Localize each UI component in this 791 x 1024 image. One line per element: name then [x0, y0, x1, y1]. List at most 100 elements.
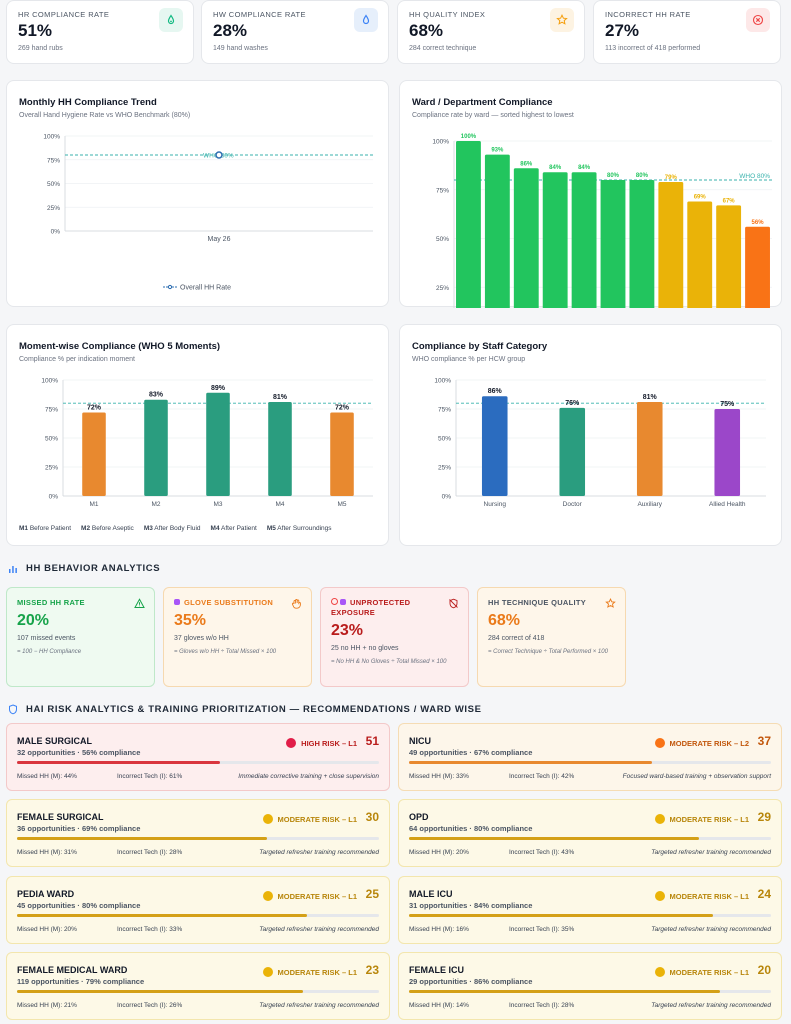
behavior-value: 35%	[174, 612, 207, 629]
bar-auxiliary[interactable]	[636, 402, 663, 496]
bar-value-label: 83%	[149, 392, 164, 399]
y-tick-label: 0%	[51, 229, 61, 236]
y-tick-label: 25%	[438, 465, 451, 472]
y-tick-label: 75%	[438, 407, 451, 414]
x-circle-icon	[746, 8, 770, 32]
x-tick-label: May 26	[208, 236, 231, 243]
risk-score: 23	[365, 963, 379, 977]
bar-male-surgical[interactable]	[716, 205, 742, 308]
bar-m3[interactable]	[206, 392, 230, 496]
risk-card[interactable]: FEMALE MEDICAL WARD 119 opportunities · 7…	[6, 952, 390, 1020]
risk-incorrect: Incorrect Tech (I): 42%	[509, 773, 575, 780]
behavior-value: 68%	[488, 612, 521, 629]
y-tick-label: 50%	[436, 236, 449, 243]
staff-chart: 0% 25% 50% 75% 100% 86% Nursing 76% Doctor 81% Aux…	[434, 378, 766, 508]
bar-allied-health[interactable]	[714, 409, 741, 496]
bar-female-medical-ward[interactable]	[600, 180, 626, 308]
behavior-formula: = Correct Technique ÷ Total Performed × …	[488, 649, 608, 655]
compliance-bar-fill	[17, 990, 303, 993]
risk-card[interactable]: MALE ICU 31 opportunities · 84% complianc…	[398, 876, 782, 944]
y-tick-label: 75%	[45, 407, 58, 414]
risk-opportunities: 45 opportunities · 80% compliance	[17, 901, 141, 910]
bar-doctor[interactable]	[559, 407, 586, 496]
risk-ward-name: FEMALE ICU	[409, 965, 464, 975]
x-tick-label: Allied Health	[709, 501, 746, 508]
chart-title: Monthly HH Compliance Trend	[19, 97, 157, 108]
bar-female-icu[interactable]	[629, 180, 655, 308]
hand-rub-drop-icon	[159, 8, 183, 32]
y-tick-label: 50%	[438, 436, 451, 443]
behavior-label: HH TECHNIQUE QUALITY	[488, 598, 587, 607]
staff-chart-card: Compliance by Staff Category WHO complia…	[399, 324, 782, 546]
bar-m1[interactable]	[82, 412, 106, 496]
risk-card[interactable]: OPD 64 opportunities · 80% compliance MODE…	[398, 799, 782, 867]
behavior-label: MISSED HH RATE	[17, 598, 85, 607]
chart-grid: 0% 25% 50% 75% 100%	[434, 378, 766, 501]
chart-subtitle: WHO compliance % per HCW group	[412, 356, 526, 363]
water-drop-icon	[354, 8, 378, 32]
risk-card[interactable]: NICU 49 opportunities · 67% compliance MOD…	[398, 723, 782, 791]
kpi-card-quality: HH QUALITY INDEX 68% 284 correct techniq…	[397, 0, 585, 64]
risk-card[interactable]: FEMALE SURGICAL 36 opportunities · 69% co…	[6, 799, 390, 867]
y-tick-label: 100%	[43, 134, 60, 141]
behavior-card-technique: HH TECHNIQUE QUALITY 68% 284 correct of …	[477, 587, 626, 687]
risk-opportunities: 49 opportunities · 67% compliance	[409, 748, 533, 757]
risk-level-icon	[654, 738, 665, 748]
hand-icon	[291, 596, 302, 614]
kpi-card-hw: HW COMPLIANCE RATE 28% 149 hand washes	[201, 0, 389, 64]
trend-data-point[interactable]	[215, 151, 223, 159]
risk-score: 37	[757, 734, 771, 748]
y-tick-label: 0%	[442, 494, 452, 501]
risk-ward-name: PEDIA WARD	[17, 889, 75, 899]
risk-missed: Missed HH (M): 44%	[17, 773, 77, 780]
behavior-section-title: HH BEHAVIOR ANALYTICS	[8, 563, 160, 574]
bar-male-icu[interactable]	[571, 172, 597, 308]
risk-level-icon	[262, 967, 273, 977]
kpi-sub: 269 hand rubs	[18, 45, 63, 52]
bar-other[interactable]	[745, 226, 770, 308]
risk-ward-name: NICU	[409, 736, 431, 746]
risk-card[interactable]: PEDIA WARD 45 opportunities · 80% complia…	[6, 876, 390, 944]
x-tick-label: M4	[275, 501, 284, 508]
bar-m5[interactable]	[330, 412, 354, 496]
bar-m4[interactable]	[268, 402, 292, 496]
moment-legend-item: M2 Before Aseptic	[81, 525, 134, 532]
bar-obg-gyne[interactable]	[456, 141, 481, 308]
x-tick-label: M1	[89, 501, 98, 508]
bar-value-label: 76%	[565, 400, 580, 407]
risk-ward-name: MALE ICU	[409, 889, 453, 899]
risk-score: 51	[365, 734, 379, 748]
risk-recommendation: Targeted refresher training recommended	[651, 1002, 771, 1009]
behavior-sub: 107 missed events	[17, 635, 76, 642]
risk-opportunities: 119 opportunities · 79% compliance	[17, 977, 145, 986]
bar-opd[interactable]	[542, 172, 568, 308]
shield-off-icon	[448, 596, 459, 614]
risk-incorrect: Incorrect Tech (I): 33%	[117, 926, 183, 933]
bar-pedia-ward[interactable]	[658, 181, 684, 308]
y-tick-label: 25%	[45, 465, 58, 472]
bar-female-surgical[interactable]	[513, 168, 539, 308]
risk-card[interactable]: FEMALE ICU 29 opportunities · 86% complia…	[398, 952, 782, 1020]
risk-score: 25	[365, 887, 379, 901]
bar-value-label: 75%	[720, 401, 735, 408]
risk-card[interactable]: MALE SURGICAL 32 opportunities · 56% comp…	[6, 723, 390, 791]
behavior-value: 20%	[17, 612, 50, 629]
bar-male-medical[interactable]	[687, 201, 713, 308]
risk-ward-name: OPD	[409, 812, 429, 822]
no-entry-icon	[331, 598, 338, 605]
bar-nicu[interactable]	[484, 154, 510, 308]
risk-missed: Missed HH (M): 31%	[17, 849, 77, 856]
risk-missed: Missed HH (M): 14%	[409, 1002, 469, 1009]
bar-nursing[interactable]	[481, 396, 508, 496]
risk-missed: Missed HH (M): 20%	[17, 926, 77, 933]
moment-legend-item: M5 After Surroundings	[266, 525, 332, 532]
compliance-bar-fill	[409, 837, 699, 840]
bar-m2[interactable]	[144, 399, 168, 496]
chart-subtitle: Compliance rate by ward — sorted highest…	[412, 112, 574, 119]
behavior-label: GLOVE SUBSTITUTION	[174, 598, 286, 608]
risk-level-icon	[654, 967, 665, 977]
risk-level-icon	[654, 814, 665, 824]
y-tick-label: 100%	[41, 378, 58, 385]
risk-recommendation: Targeted refresher training recommended	[651, 849, 771, 856]
kpi-label: HH QUALITY INDEX	[409, 10, 486, 19]
